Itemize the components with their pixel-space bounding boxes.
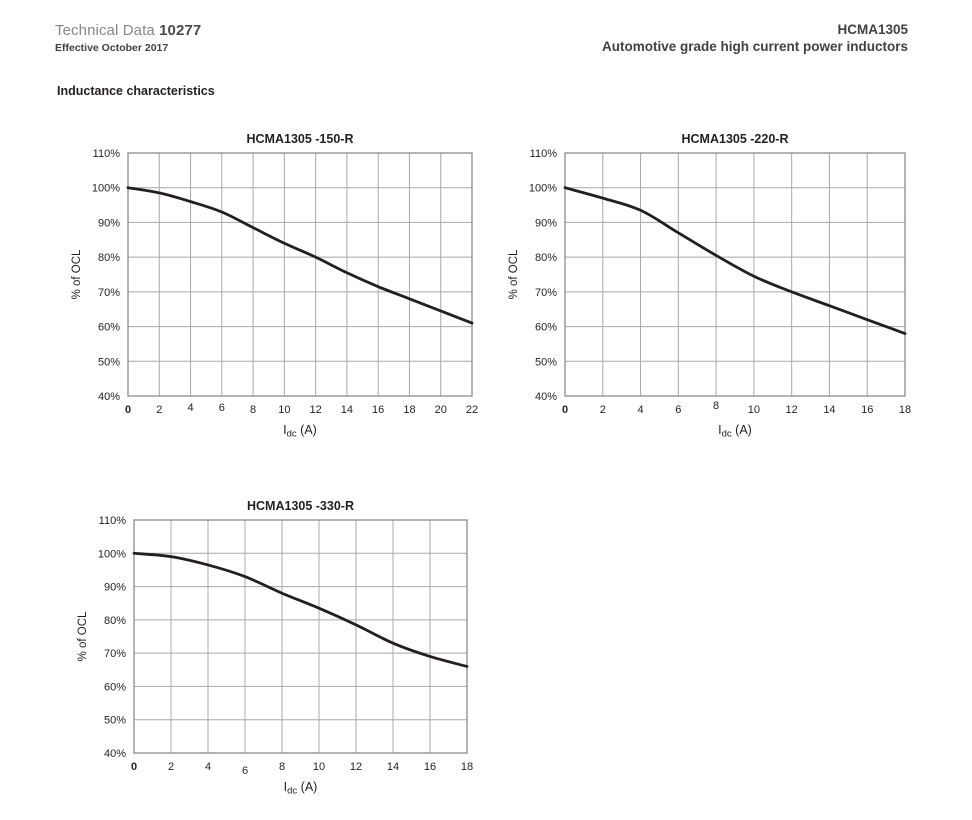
x-tick-labels: 0 2 4 6 8 10 12 14 16 18	[562, 400, 911, 416]
y-axis-label: % of OCL	[71, 249, 83, 299]
x-tick-label: 8	[250, 404, 256, 416]
header-left: Technical Data 10277 Effective October 2…	[55, 22, 201, 54]
y-tick-label: 80%	[535, 252, 557, 264]
x-axis-label: Idc (A)	[718, 423, 752, 440]
y-tick-label: 40%	[535, 391, 557, 403]
x-tick-label: 16	[424, 761, 436, 773]
data-curve	[563, 186, 907, 335]
x-tick-label: 6	[242, 765, 248, 777]
x-axis-label: Idc (A)	[284, 780, 318, 797]
y-axis-label: % of OCL	[508, 249, 520, 299]
x-tick-label: 10	[313, 761, 325, 773]
y-tick-label: 110%	[99, 515, 127, 527]
y-tick-label: 80%	[98, 252, 120, 264]
doc-type: Technical Data	[55, 22, 155, 39]
grid	[565, 153, 905, 396]
y-tick-label: 90%	[98, 217, 120, 229]
y-tick-label: 70%	[104, 648, 126, 660]
y-tick-label: 70%	[98, 287, 120, 299]
y-tick-label: 110%	[93, 148, 121, 160]
x-tick-label: 12	[786, 404, 798, 416]
part-subtitle: Automotive grade high current power indu…	[601, 39, 908, 54]
y-tick-label: 60%	[104, 681, 126, 693]
x-tick-label: 0	[131, 761, 137, 773]
x-tick-label: 12	[310, 404, 322, 416]
chart-hcma1305-220-r: HCMA1305 -220-R 110% 100% 90% 80% 70% 60% 50% 40…	[503, 127, 915, 457]
y-tick-label: 100%	[92, 183, 120, 195]
doc-number: 10277	[159, 22, 202, 39]
x-tick-label: 2	[168, 761, 174, 773]
header-right: HCMA1305 Automotive grade high current p…	[602, 22, 908, 54]
x-tick-label: 16	[861, 404, 873, 416]
x-tick-label: 16	[372, 404, 384, 416]
doc-title: Technical Data 10277	[55, 22, 201, 39]
x-tick-label: 10	[278, 404, 290, 416]
y-tick-label: 90%	[535, 217, 557, 229]
chart-hcma1305-150-r: HCMA1305 -150-R 110% 100% 90% 80% 70% 60% 50% 40…	[66, 127, 482, 457]
x-tick-label: 4	[637, 404, 643, 416]
effective-date: Effective October 2017	[55, 42, 169, 54]
y-tick-label: 40%	[104, 748, 126, 760]
x-tick-label: 2	[600, 404, 606, 416]
part-number: HCMA1305	[837, 22, 908, 37]
x-tick-label: 14	[341, 404, 353, 416]
x-tick-label: 20	[435, 404, 447, 416]
x-tick-label: 18	[461, 761, 473, 773]
data-curve	[126, 186, 474, 325]
chart-svg: HCMA1305 -330-R110%100%90%80%70%60%50%40…	[77, 499, 473, 797]
x-axis-label: Idc (A)	[283, 423, 317, 440]
y-tick-label: 110%	[530, 148, 558, 160]
chart-svg: HCMA1305 -220-R110%100%90%80%70%60%50%40…	[508, 132, 911, 440]
x-tick-label: 6	[219, 402, 225, 414]
section-title: Inductance characteristics	[57, 84, 215, 98]
x-tick-label: 0	[562, 404, 568, 416]
y-tick-label: 100%	[529, 183, 557, 195]
y-tick-labels: 110% 100% 90% 80% 70% 60% 50% 40%	[92, 148, 120, 403]
y-tick-label: 100%	[98, 548, 126, 560]
x-tick-label: 8	[279, 761, 285, 773]
chart-title: HCMA1305 -330-R	[247, 499, 354, 513]
y-tick-labels: 110% 100% 90% 80% 70% 60% 50% 40%	[529, 148, 557, 403]
plot-frame	[127, 152, 473, 397]
x-tick-label: 8	[713, 400, 719, 412]
chart-title: HCMA1305 -150-R	[247, 132, 354, 146]
plot-frame	[564, 152, 906, 397]
x-tick-label: 18	[403, 404, 415, 416]
x-tick-label: 14	[823, 404, 835, 416]
y-tick-label: 60%	[98, 322, 120, 334]
y-tick-label: 50%	[104, 715, 126, 727]
x-tick-label: 14	[387, 761, 399, 773]
x-tick-label: 2	[156, 404, 162, 416]
y-tick-label: 80%	[104, 615, 126, 627]
x-tick-label: 22	[466, 404, 478, 416]
x-tick-label: 6	[675, 404, 681, 416]
x-tick-label: 10	[748, 404, 760, 416]
x-tick-label: 0	[125, 404, 131, 416]
y-tick-label: 60%	[535, 322, 557, 334]
chart-hcma1305-330-r: HCMA1305 -330-R 110% 100% 90% 80% 70% 60% 50% 40…	[72, 494, 477, 814]
y-tick-label: 40%	[98, 391, 120, 403]
grid	[128, 153, 472, 396]
y-tick-label: 90%	[104, 582, 126, 594]
x-tick-label: 18	[899, 404, 911, 416]
y-tick-label: 70%	[535, 287, 557, 299]
x-tick-labels: 0 2 4 6 8 10 12 14 16 18	[131, 761, 473, 777]
chart-svg: HCMA1305 -150-R110%100%90%80%70%60%50%40…	[71, 132, 478, 440]
data-curve	[132, 551, 469, 668]
x-tick-label: 4	[205, 761, 211, 773]
grid	[134, 520, 467, 753]
x-tick-labels: 0 2 4 6 8 10 12 14 16 18 20 22	[125, 402, 478, 416]
x-tick-label: 12	[350, 761, 362, 773]
y-tick-label: 50%	[98, 356, 120, 368]
x-tick-label: 4	[187, 402, 193, 414]
y-axis-label: % of OCL	[77, 611, 89, 661]
y-tick-label: 50%	[535, 356, 557, 368]
plot-frame	[133, 519, 468, 754]
chart-title: HCMA1305 -220-R	[682, 132, 789, 146]
y-tick-labels: 110% 100% 90% 80% 70% 60% 50% 40%	[98, 515, 126, 760]
